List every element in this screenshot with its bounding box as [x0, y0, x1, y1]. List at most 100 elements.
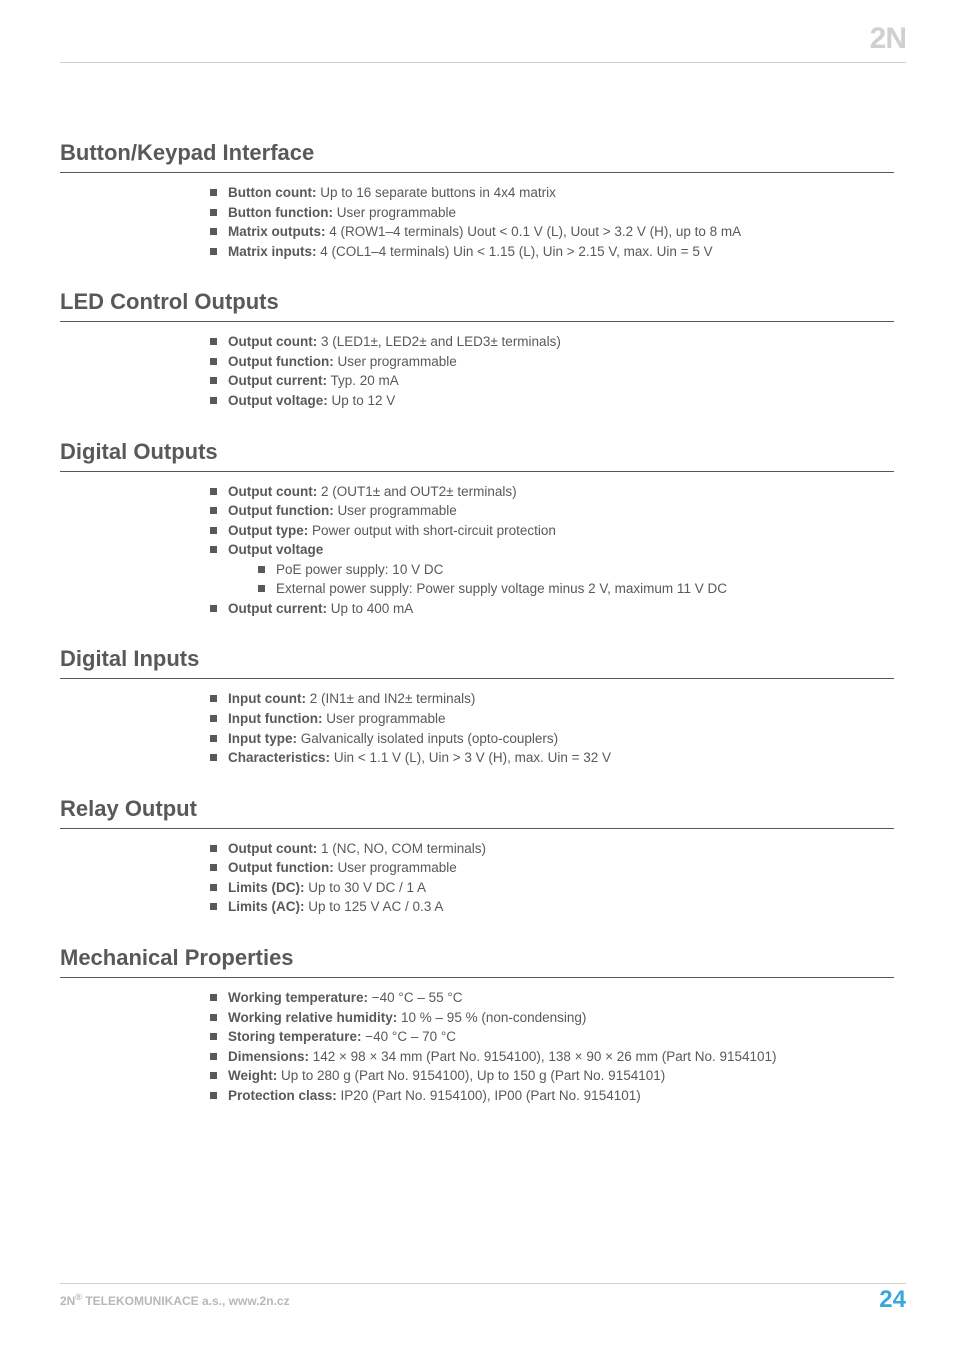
spec-label: Output count:	[228, 841, 317, 856]
section-heading: Digital Inputs	[60, 646, 894, 672]
spec-value: Galvanically isolated inputs (opto-coupl…	[297, 731, 558, 746]
spec-value: −40 °C – 55 °C	[368, 990, 462, 1005]
spec-label: Weight:	[228, 1068, 277, 1083]
spec-label: Matrix inputs:	[228, 244, 317, 259]
list-item: Matrix outputs: 4 (ROW1–4 terminals) Uou…	[210, 222, 874, 242]
footer-reg: ®	[75, 1292, 82, 1302]
list-item: Output type: Power output with short-cir…	[210, 521, 874, 541]
list-item: Output voltage: Up to 12 V	[210, 391, 874, 411]
header-divider	[60, 62, 906, 63]
spec-value: Up to 12 V	[328, 393, 396, 408]
list-item: Output function: User programmable	[210, 501, 874, 521]
list-item: Output count: 2 (OUT1± and OUT2± termina…	[210, 482, 874, 502]
spec-value: 142 × 98 × 34 mm (Part No. 9154100), 138…	[309, 1049, 777, 1064]
section-heading: Digital Outputs	[60, 439, 894, 465]
spec-value: User programmable	[334, 354, 457, 369]
spec-label: Output voltage	[228, 542, 323, 557]
spec-label: Button count:	[228, 185, 316, 200]
spec-label: Output count:	[228, 334, 317, 349]
section-divider	[60, 678, 894, 679]
list-item: Working relative humidity: 10 % – 95 % (…	[210, 1008, 874, 1028]
list-item: Limits (DC): Up to 30 V DC / 1 A	[210, 878, 874, 898]
spec-list: Output count: 1 (NC, NO, COM terminals) O…	[210, 839, 874, 917]
spec-value: Uin < 1.1 V (L), Uin > 3 V (H), max. Uin…	[330, 750, 611, 765]
spec-label: Working temperature:	[228, 990, 368, 1005]
spec-label: Working relative humidity:	[228, 1010, 397, 1025]
spec-value: Power output with short-circuit protecti…	[308, 523, 556, 538]
section-divider	[60, 977, 894, 978]
list-item: Button count: Up to 16 separate buttons …	[210, 183, 874, 203]
brand-logo: 2N	[870, 22, 906, 56]
footer-company: 2N® TELEKOMUNIKACE a.s., www.2n.cz	[60, 1294, 290, 1308]
list-item: Output current: Up to 400 mA	[210, 599, 874, 619]
spec-value: 4 (COL1–4 terminals) Uin < 1.15 (L), Uin…	[317, 244, 713, 259]
footer-url: TELEKOMUNIKACE a.s., www.2n.cz	[82, 1294, 290, 1308]
spec-value: Up to 400 mA	[327, 601, 413, 616]
spec-value: 10 % – 95 % (non-condensing)	[397, 1010, 586, 1025]
sub-list: PoE power supply: 10 V DCExternal power …	[258, 560, 874, 599]
spec-value: Up to 16 separate buttons in 4x4 matrix	[316, 185, 555, 200]
list-item: Limits (AC): Up to 125 V AC / 0.3 A	[210, 897, 874, 917]
section-divider	[60, 172, 894, 173]
spec-label: Output function:	[228, 503, 334, 518]
spec-value: User programmable	[334, 860, 457, 875]
section-heading: LED Control Outputs	[60, 289, 894, 315]
page-content: Button/Keypad InterfaceButton count: Up …	[60, 140, 894, 1105]
spec-label: Output count:	[228, 484, 317, 499]
section-heading: Mechanical Properties	[60, 945, 894, 971]
list-item: PoE power supply: 10 V DC	[258, 560, 874, 580]
spec-list: Output count: 3 (LED1±, LED2± and LED3± …	[210, 332, 874, 410]
list-item: Storing temperature: −40 °C – 70 °C	[210, 1027, 874, 1047]
list-item: External power supply: Power supply volt…	[258, 579, 874, 599]
spec-value: User programmable	[322, 711, 445, 726]
spec-value: 2 (IN1± and IN2± terminals)	[306, 691, 475, 706]
spec-label: Protection class:	[228, 1088, 337, 1103]
spec-value: IP20 (Part No. 9154100), IP00 (Part No. …	[337, 1088, 641, 1103]
list-item: Dimensions: 142 × 98 × 34 mm (Part No. 9…	[210, 1047, 874, 1067]
spec-list: Output count: 2 (OUT1± and OUT2± termina…	[210, 482, 874, 619]
spec-value: Up to 30 V DC / 1 A	[305, 880, 427, 895]
spec-value: User programmable	[333, 205, 456, 220]
spec-label: Limits (AC):	[228, 899, 305, 914]
spec-label: Output current:	[228, 601, 327, 616]
list-item: Input function: User programmable	[210, 709, 874, 729]
section-heading: Relay Output	[60, 796, 894, 822]
footer-brand: 2N	[60, 1294, 75, 1308]
list-item: Button function: User programmable	[210, 203, 874, 223]
spec-label: Output type:	[228, 523, 308, 538]
spec-label: Output current:	[228, 373, 327, 388]
spec-label: Output function:	[228, 860, 334, 875]
spec-list: Input count: 2 (IN1± and IN2± terminals)…	[210, 689, 874, 767]
spec-value: 1 (NC, NO, COM terminals)	[317, 841, 486, 856]
list-item: Output current: Typ. 20 mA	[210, 371, 874, 391]
spec-label: Storing temperature:	[228, 1029, 362, 1044]
section-divider	[60, 471, 894, 472]
list-item: Input count: 2 (IN1± and IN2± terminals)	[210, 689, 874, 709]
list-item: Weight: Up to 280 g (Part No. 9154100), …	[210, 1066, 874, 1086]
spec-label: Characteristics:	[228, 750, 330, 765]
spec-label: Button function:	[228, 205, 333, 220]
spec-label: Input count:	[228, 691, 306, 706]
list-item: Protection class: IP20 (Part No. 9154100…	[210, 1086, 874, 1106]
footer-divider	[60, 1283, 906, 1284]
list-item: Output voltage PoE power supply: 10 V DCE…	[210, 540, 874, 599]
spec-list: Working temperature: −40 °C – 55 °CWorki…	[210, 988, 874, 1105]
spec-value: Up to 125 V AC / 0.3 A	[305, 899, 444, 914]
spec-value: −40 °C – 70 °C	[362, 1029, 456, 1044]
section-divider	[60, 828, 894, 829]
spec-label: Output voltage:	[228, 393, 328, 408]
list-item: Input type: Galvanically isolated inputs…	[210, 729, 874, 749]
list-item: Working temperature: −40 °C – 55 °C	[210, 988, 874, 1008]
spec-label: Limits (DC):	[228, 880, 305, 895]
spec-value: 4 (ROW1–4 terminals) Uout < 0.1 V (L), U…	[326, 224, 742, 239]
spec-label: Dimensions:	[228, 1049, 309, 1064]
page-footer: 2N® TELEKOMUNIKACE a.s., www.2n.cz 24	[60, 1283, 906, 1310]
list-item: Matrix inputs: 4 (COL1–4 terminals) Uin …	[210, 242, 874, 262]
spec-label: Output function:	[228, 354, 334, 369]
spec-value: User programmable	[334, 503, 457, 518]
spec-value: Typ. 20 mA	[327, 373, 399, 388]
spec-value: 2 (OUT1± and OUT2± terminals)	[317, 484, 516, 499]
spec-value: 3 (LED1±, LED2± and LED3± terminals)	[317, 334, 561, 349]
list-item: Output count: 3 (LED1±, LED2± and LED3± …	[210, 332, 874, 352]
spec-label: Input function:	[228, 711, 322, 726]
